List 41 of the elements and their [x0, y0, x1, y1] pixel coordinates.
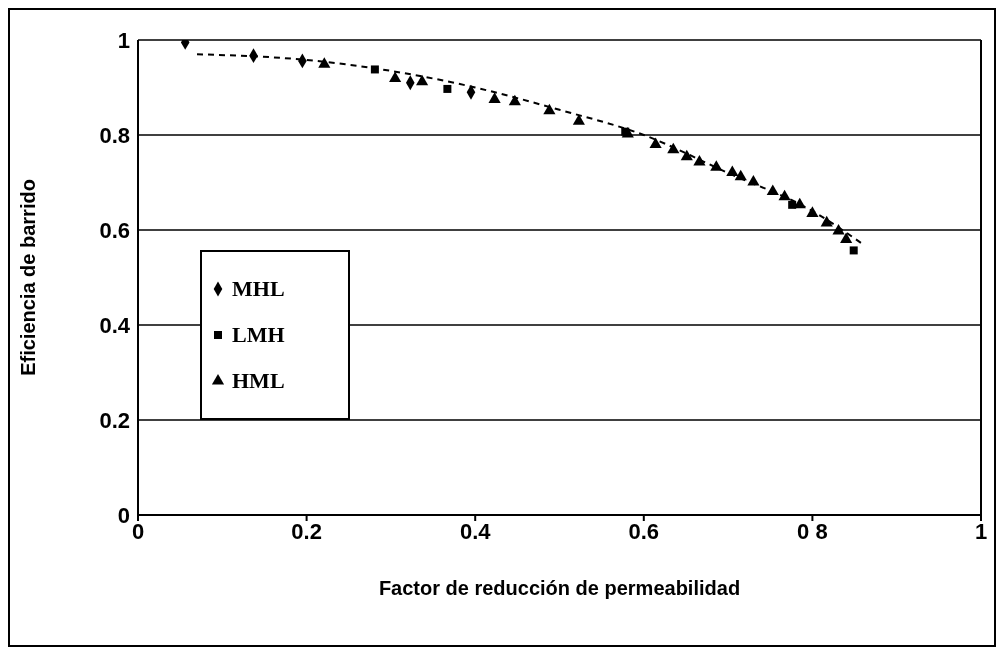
point: [488, 92, 501, 103]
point: [318, 57, 331, 68]
y-tick-label: 1: [117, 27, 130, 53]
point: [680, 149, 693, 161]
y-tick-label: 0.2: [99, 407, 130, 433]
point: [416, 74, 429, 86]
point: [621, 127, 630, 136]
point: [747, 175, 760, 186]
y-axis-title: Eficiencia de barrido: [17, 179, 40, 376]
point: [667, 142, 680, 154]
point: [543, 103, 556, 115]
point: [572, 114, 585, 125]
legend-label: LMH: [232, 321, 285, 349]
legend-label: HML: [232, 367, 285, 395]
y-tick-label: 0.8: [99, 122, 130, 148]
point: [766, 184, 779, 196]
point: [820, 215, 833, 227]
y-tick-label: 0.6: [99, 217, 130, 243]
point: [806, 206, 819, 217]
point: [832, 223, 845, 235]
x-tick-label: 0.4: [459, 518, 492, 544]
point: [443, 84, 452, 93]
point: [389, 71, 402, 82]
point: [370, 65, 379, 74]
point: [734, 169, 747, 181]
x-axis-title: Factor de reducción de permeabilidad: [378, 577, 741, 599]
legend-label: MHL: [232, 275, 285, 303]
x-tick-label: 1: [974, 518, 988, 544]
x-tick-label: 0.2: [291, 518, 322, 544]
point: [778, 189, 791, 201]
point: [840, 232, 853, 244]
x-tick-label: 0.6: [628, 518, 660, 544]
point: [710, 160, 723, 171]
point: [693, 155, 706, 166]
point: [788, 200, 797, 209]
point: [649, 137, 662, 149]
point: [726, 165, 739, 177]
x-tick-label: 0 8: [797, 518, 828, 544]
y-tick-label: 0: [117, 502, 130, 528]
y-tick-label: 0.4: [99, 312, 131, 338]
point: [508, 94, 521, 106]
